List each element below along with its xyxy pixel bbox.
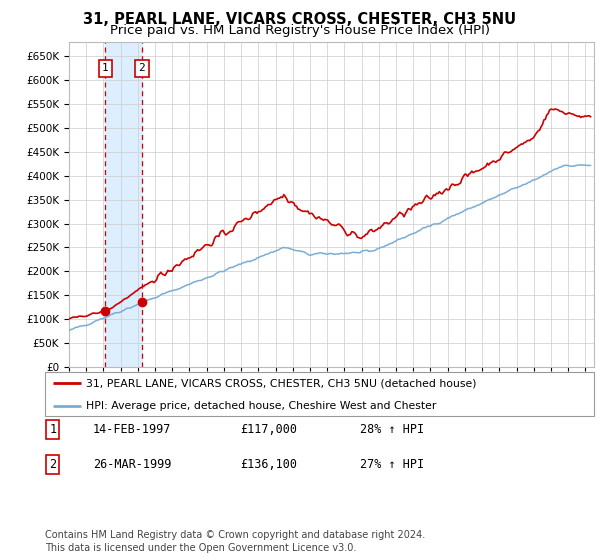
Text: 28% ↑ HPI: 28% ↑ HPI (360, 423, 424, 436)
Text: HPI: Average price, detached house, Cheshire West and Chester: HPI: Average price, detached house, Ches… (86, 401, 437, 411)
Text: 27% ↑ HPI: 27% ↑ HPI (360, 458, 424, 472)
Text: £136,100: £136,100 (240, 458, 297, 472)
Text: £117,000: £117,000 (240, 423, 297, 436)
Text: 1: 1 (49, 423, 56, 436)
Text: 14-FEB-1997: 14-FEB-1997 (93, 423, 172, 436)
Text: 26-MAR-1999: 26-MAR-1999 (93, 458, 172, 472)
Text: 31, PEARL LANE, VICARS CROSS, CHESTER, CH3 5NU (detached house): 31, PEARL LANE, VICARS CROSS, CHESTER, C… (86, 378, 476, 388)
Text: Price paid vs. HM Land Registry's House Price Index (HPI): Price paid vs. HM Land Registry's House … (110, 24, 490, 37)
Text: Contains HM Land Registry data © Crown copyright and database right 2024.
This d: Contains HM Land Registry data © Crown c… (45, 530, 425, 553)
Text: 2: 2 (49, 458, 56, 472)
Bar (106, 42, 142, 367)
Text: 2: 2 (139, 63, 145, 73)
Text: 1: 1 (102, 63, 109, 73)
Text: 31, PEARL LANE, VICARS CROSS, CHESTER, CH3 5NU: 31, PEARL LANE, VICARS CROSS, CHESTER, C… (83, 12, 517, 27)
